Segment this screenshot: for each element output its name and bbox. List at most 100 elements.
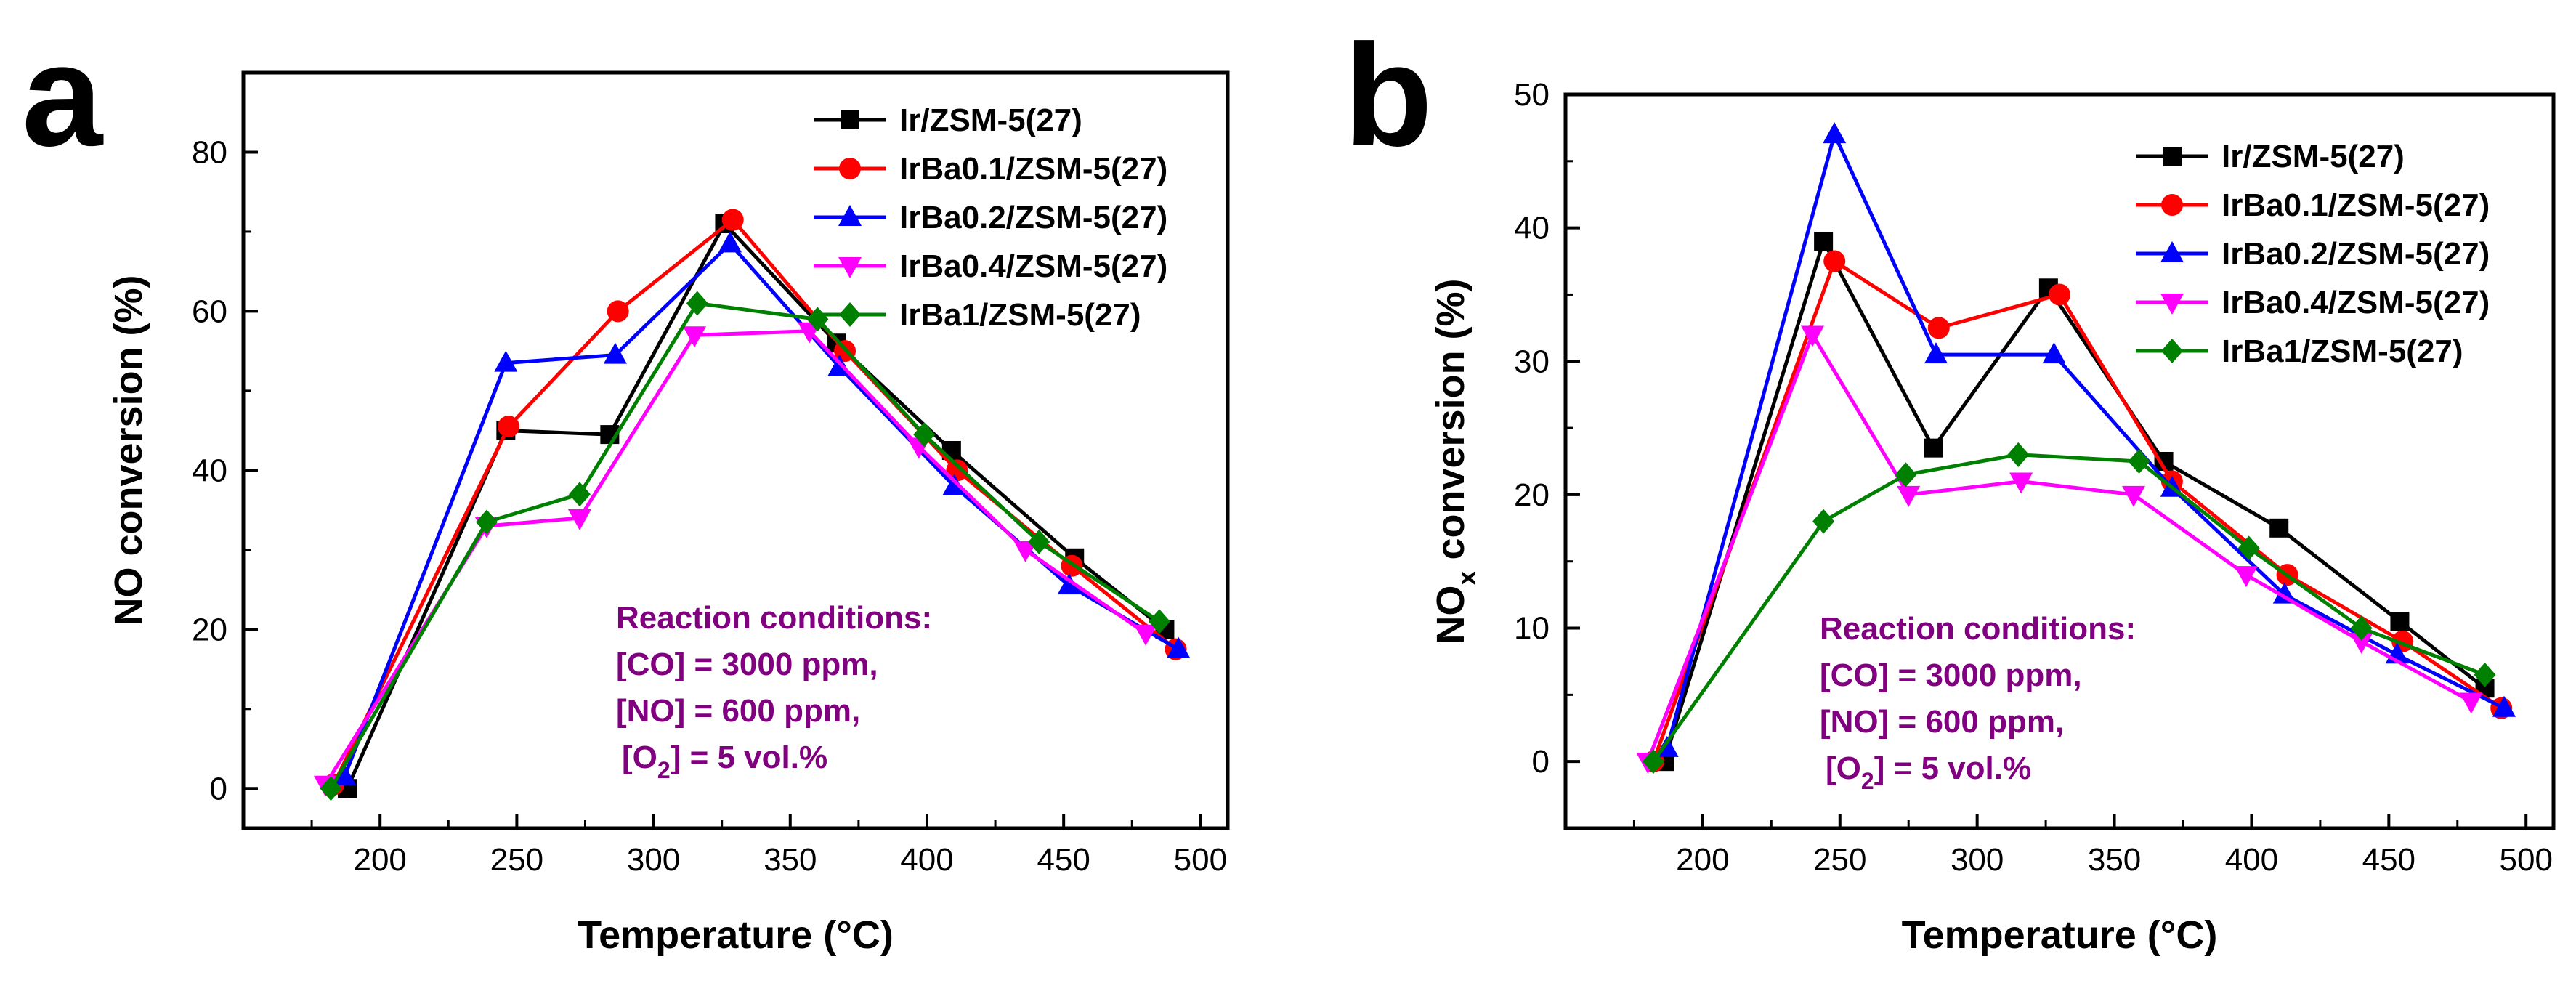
x-tick-label: 400 [2225,842,2278,878]
data-point [1823,122,1847,144]
data-point [475,509,498,535]
y-tick-label: 0 [1532,744,1550,780]
data-point [1028,529,1050,554]
legend-marker [841,110,859,129]
data-point [686,291,708,316]
data-point [721,209,744,231]
data-point [1642,749,1664,774]
conditions-line: [CO] = 3000 ppm, [1820,658,2082,693]
y-tick-label: 60 [192,294,227,329]
data-point [2128,449,2150,474]
legend-label: IrBa0.1/ZSM-5(27) [899,151,1167,187]
legend-entry: Ir/ZSM-5(27) [2136,139,2405,174]
legend-label: IrBa0.1/ZSM-5(27) [2221,187,2490,223]
panel-label-b: b [1344,15,1433,177]
data-point [1148,609,1170,634]
data-point [1924,342,1948,364]
conditions-line: [O2] = 5 vol.% [1826,751,2031,794]
data-point [2492,695,2516,717]
legend-entry: IrBa0.4/ZSM-5(27) [814,248,1167,284]
conditions-line: [NO] = 600 ppm, [1820,704,2064,740]
data-point [942,474,966,495]
data-point [913,422,936,448]
x-tick-label: 200 [353,842,406,878]
series-line [329,301,1161,790]
legend-label: IrBa0.4/ZSM-5(27) [2221,285,2490,320]
legend-marker [2160,241,2184,262]
data-point [1167,636,1191,658]
legend-label: IrBa0.2/ZSM-5(27) [2221,236,2490,272]
data-point [2009,472,2033,494]
series-4 [1642,442,2496,774]
x-tick-label: 350 [764,842,817,878]
y-axis-title-main: NO conversion (%) [107,275,150,626]
legend-label: IrBa0.2/ZSM-5(27) [899,200,1167,235]
legend-entry: IrBa0.2/ZSM-5(27) [2136,236,2490,272]
data-point [1057,573,1081,595]
legend-marker [2161,194,2183,216]
legend-marker [838,257,862,278]
data-point [683,326,707,348]
conditions-line: Reaction conditions: [616,600,932,636]
series-line [1651,453,2486,763]
reaction-conditions: Reaction conditions: [CO] = 3000 ppm, [NO]… [616,600,932,783]
legend-entry: Ir/ZSM-5(27) [814,102,1082,138]
y-tick-label: 0 [210,771,227,806]
data-point [333,764,357,785]
plot-frame [1563,92,2556,830]
data-point [2349,632,2373,654]
legend-marker [839,302,861,327]
x-axis-title: Temperature (°C) [578,913,894,957]
data-point [2269,518,2289,538]
legend-entry: IrBa1/ZSM-5(27) [814,297,1141,333]
x-tick-label: 300 [1951,842,2004,878]
series-2 [1655,122,2516,757]
y-axis-title-rest: conversion (%) [1429,278,1473,570]
plot-frame [241,70,1230,830]
legend-entry: IrBa0.1/ZSM-5(27) [2136,187,2490,223]
data-point [2350,615,2373,641]
y-axis-title: NOx conversion (%) [1429,278,1481,644]
data-point [2042,342,2066,364]
data-point [320,776,342,801]
series-line [323,329,1147,786]
data-point [1897,485,1921,507]
data-point [1927,317,1950,339]
legend-marker [838,205,862,226]
data-point [607,300,629,323]
data-point [1801,325,1824,347]
data-point [494,350,518,372]
data-point [2049,283,2070,306]
legend-label: Ir/ZSM-5(27) [2221,139,2405,174]
y-axis-title-subscript: x [1451,571,1481,586]
conditions-line: [CO] = 3000 ppm, [616,647,878,682]
data-point [498,416,520,438]
x-tick-label: 450 [2362,842,2415,878]
data-point [2237,535,2260,561]
conditions-line: [NO] = 600 ppm, [616,693,860,729]
legend-marker [2160,294,2184,315]
legend-entry: IrBa0.1/ZSM-5(27) [814,151,1167,187]
data-point [2474,662,2496,687]
data-point [2234,566,2258,588]
series-line [1646,333,2472,763]
data-point [1895,462,1917,488]
legend-entry: IrBa1/ZSM-5(27) [2136,333,2463,369]
x-tick-label: 300 [627,842,680,878]
legend-label: Ir/ZSM-5(27) [899,102,1082,138]
x-tick-label: 450 [1037,842,1090,878]
series-line [1651,259,2503,763]
legend-label: IrBa1/ZSM-5(27) [899,297,1141,333]
data-point [1134,624,1158,646]
data-point [2390,612,2410,631]
data-point [2459,692,2483,714]
data-point [2272,582,2296,604]
legend-marker [839,158,861,179]
x-tick-label: 200 [1676,842,1729,878]
panel-b: b 200 250 300 350 400 450 500 0 10 20 30 40 50 Temper… [1344,15,2556,957]
legend-label: IrBa1/ZSM-5(27) [2221,333,2463,369]
series-4 [320,291,1170,801]
x-tick-label: 250 [490,842,543,878]
series-3 [1636,325,2483,774]
